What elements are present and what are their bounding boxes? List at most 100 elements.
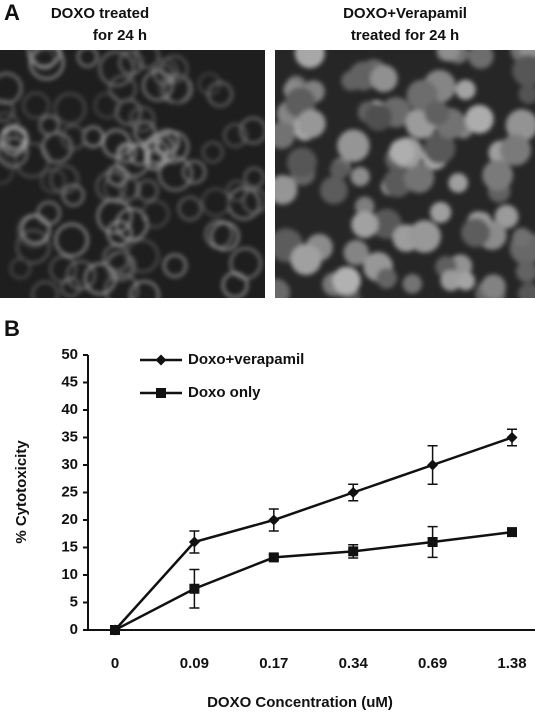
cell [371, 208, 402, 239]
cell [408, 220, 441, 253]
cell [98, 50, 135, 87]
cell [60, 277, 81, 298]
cell [226, 180, 248, 202]
cell [198, 72, 221, 96]
x-axis-label: DOXO Concentration (uM) [207, 694, 393, 711]
marker [506, 432, 518, 443]
y-tick-label: 10 [61, 566, 78, 583]
cell [125, 239, 160, 273]
cell [389, 138, 415, 165]
cell [118, 50, 144, 76]
cell [297, 109, 326, 138]
marker [268, 552, 279, 563]
cell [49, 164, 79, 194]
cell [294, 50, 325, 69]
cell [141, 199, 170, 228]
panel-label: B [4, 316, 20, 341]
y-tick-label: 25 [61, 483, 78, 500]
cell [160, 55, 189, 83]
cell [223, 123, 248, 148]
cell [163, 253, 187, 278]
cell [22, 91, 50, 120]
cell [0, 157, 14, 185]
marker [268, 514, 280, 526]
cell [154, 129, 180, 155]
cell [341, 70, 362, 91]
cell [455, 79, 476, 100]
cell [20, 214, 51, 245]
cell [517, 282, 535, 298]
cell [350, 166, 370, 187]
cell [202, 141, 224, 163]
cell [290, 244, 322, 276]
cell [512, 54, 535, 87]
cell [0, 72, 23, 104]
cell [275, 175, 298, 205]
marker [110, 625, 120, 635]
image-caption: DOXO+Verapamil [343, 5, 467, 22]
cell [221, 272, 249, 298]
y-tick-label: 5 [70, 593, 78, 610]
cell [66, 260, 96, 290]
cell [77, 50, 99, 68]
x-tick-label: 0.17 [259, 655, 288, 672]
cell [201, 188, 231, 217]
cell [512, 227, 532, 248]
cell [275, 121, 296, 149]
cell [515, 260, 535, 283]
cells [275, 50, 535, 298]
cell [354, 196, 375, 217]
cell [518, 84, 535, 105]
cell [41, 132, 73, 164]
cell [119, 178, 141, 200]
cell [320, 176, 348, 205]
cell [40, 168, 66, 194]
cell [136, 179, 159, 202]
image-caption: DOXO treated [51, 5, 149, 22]
cell [329, 160, 350, 180]
cell [499, 134, 532, 166]
cell [60, 124, 86, 151]
cell [351, 211, 379, 238]
y-tick-label: 15 [61, 538, 78, 555]
cell [54, 92, 86, 125]
y-tick-label: 45 [61, 373, 78, 390]
cell [105, 250, 133, 278]
cell [129, 280, 160, 298]
x-tick-label: 0 [111, 655, 119, 672]
x-tick-label: 0.69 [418, 655, 447, 672]
cell [343, 239, 369, 266]
cell [104, 272, 139, 298]
cell [0, 99, 15, 122]
cell [438, 50, 460, 62]
marker [507, 527, 517, 538]
marker [427, 459, 439, 471]
cell [116, 142, 137, 163]
cell [286, 147, 317, 178]
image-caption: treated for 24 h [351, 27, 459, 44]
y-tick-label: 30 [61, 456, 78, 473]
cell [430, 201, 452, 223]
cell [364, 103, 393, 131]
cell [82, 126, 104, 148]
cell [370, 64, 398, 93]
plot: 0 5 10 15 20 25 30 35 40 45 50 0 0.09 0.17 0.34 0.69 1.3… [61, 346, 535, 672]
cell [402, 274, 423, 294]
cell [242, 188, 265, 214]
marker [347, 487, 359, 498]
cell [243, 167, 265, 188]
cell [207, 81, 233, 107]
cell [461, 218, 491, 248]
marker [155, 354, 167, 366]
cell [0, 111, 21, 142]
cell [403, 162, 435, 193]
cell [150, 134, 173, 156]
y-tick-label: 0 [70, 621, 78, 638]
marker [348, 546, 359, 557]
cell [440, 270, 462, 291]
image-caption: for 24 h [93, 27, 147, 44]
cell [482, 159, 514, 191]
cell [108, 74, 137, 103]
y-tick-label: 40 [61, 401, 78, 418]
cell [456, 271, 476, 291]
